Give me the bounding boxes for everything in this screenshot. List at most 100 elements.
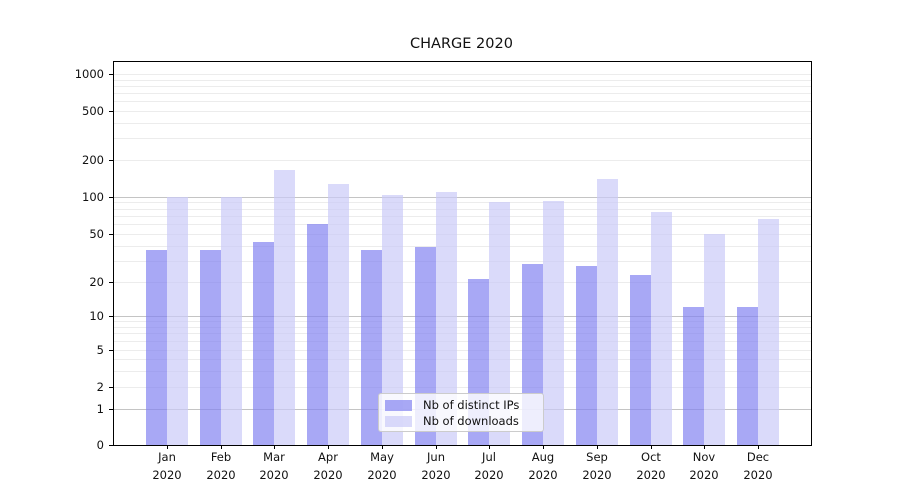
y-tick-label-20: 20 bbox=[89, 275, 104, 289]
legend-swatch-downloads bbox=[385, 415, 412, 427]
bar-nb-of-distinct-ips-dec-2020 bbox=[737, 307, 758, 445]
y-tick-label-100: 100 bbox=[82, 190, 104, 204]
y-tick-5 bbox=[109, 350, 113, 351]
x-tick-nov-2020 bbox=[704, 445, 705, 449]
x-tick-label-dec-2020: Dec 2020 bbox=[743, 450, 773, 482]
y-tick-500 bbox=[109, 111, 113, 112]
bar-nb-of-distinct-ips-may-2020 bbox=[361, 250, 382, 445]
bar-nb-of-downloads-may-2020 bbox=[382, 195, 403, 445]
gridline-major-10 bbox=[114, 316, 811, 317]
bar-nb-of-downloads-apr-2020 bbox=[328, 184, 349, 445]
gridline-minor-800 bbox=[114, 86, 811, 87]
legend-row-distinct-ips: Nb of distinct IPs bbox=[385, 397, 535, 413]
y-tick-1 bbox=[109, 409, 113, 410]
y-tick-0 bbox=[109, 445, 113, 446]
x-tick-label-oct-2020: Oct 2020 bbox=[636, 450, 666, 482]
x-tick-label-jun-2020: Jun 2020 bbox=[421, 450, 451, 482]
legend-row-downloads: Nb of downloads bbox=[385, 413, 535, 429]
bar-nb-of-distinct-ips-apr-2020 bbox=[307, 224, 328, 445]
bar-nb-of-distinct-ips-nov-2020 bbox=[683, 307, 704, 445]
x-tick-oct-2020 bbox=[651, 445, 652, 449]
x-tick-jan-2020 bbox=[167, 445, 168, 449]
y-tick-10 bbox=[109, 316, 113, 317]
legend-label-downloads: Nb of downloads bbox=[423, 414, 519, 428]
gridline-minor-80 bbox=[114, 209, 811, 210]
x-tick-sep-2020 bbox=[597, 445, 598, 449]
bar-nb-of-downloads-oct-2020 bbox=[651, 212, 672, 445]
gridline-minor-9 bbox=[114, 321, 811, 322]
x-tick-jul-2020 bbox=[489, 445, 490, 449]
y-tick-label-200: 200 bbox=[82, 153, 104, 167]
gridline-minor-2 bbox=[114, 387, 811, 388]
y-tick-label-0: 0 bbox=[96, 438, 104, 452]
x-tick-label-may-2020: May 2020 bbox=[367, 450, 397, 482]
x-tick-may-2020 bbox=[382, 445, 383, 449]
y-tick-label-1000: 1000 bbox=[74, 67, 104, 81]
x-tick-label-jan-2020: Jan 2020 bbox=[152, 450, 182, 482]
bar-nb-of-downloads-nov-2020 bbox=[704, 234, 725, 445]
y-tick-200 bbox=[109, 160, 113, 161]
x-tick-label-feb-2020: Feb 2020 bbox=[206, 450, 236, 482]
bar-nb-of-downloads-jun-2020 bbox=[436, 192, 457, 445]
x-tick-aug-2020 bbox=[543, 445, 544, 449]
bar-nb-of-downloads-jul-2020 bbox=[489, 202, 510, 445]
gridline-minor-50 bbox=[114, 234, 811, 235]
x-tick-dec-2020 bbox=[758, 445, 759, 449]
bar-nb-of-downloads-mar-2020 bbox=[274, 170, 295, 445]
gridline-minor-30 bbox=[114, 261, 811, 262]
gridline-minor-40 bbox=[114, 246, 811, 247]
legend-swatch-distinct-ips bbox=[385, 399, 412, 411]
bar-nb-of-distinct-ips-mar-2020 bbox=[253, 242, 274, 445]
gridline-minor-700 bbox=[114, 93, 811, 94]
x-tick-label-jul-2020: Jul 2020 bbox=[474, 450, 504, 482]
bar-nb-of-downloads-feb-2020 bbox=[221, 197, 242, 445]
plot-area bbox=[113, 61, 812, 446]
bar-nb-of-distinct-ips-jan-2020 bbox=[146, 250, 167, 445]
gridline-major-100 bbox=[114, 197, 811, 198]
x-tick-label-sep-2020: Sep 2020 bbox=[582, 450, 612, 482]
x-tick-jun-2020 bbox=[436, 445, 437, 449]
legend-label-distinct-ips: Nb of distinct IPs bbox=[423, 398, 520, 412]
y-tick-20 bbox=[109, 282, 113, 283]
y-tick-50 bbox=[109, 234, 113, 235]
y-tick-label-5: 5 bbox=[96, 343, 104, 357]
gridline-minor-8 bbox=[114, 327, 811, 328]
y-tick-label-50: 50 bbox=[89, 227, 104, 241]
y-tick-label-500: 500 bbox=[82, 104, 104, 118]
x-tick-label-apr-2020: Apr 2020 bbox=[313, 450, 343, 482]
y-tick-1000 bbox=[109, 74, 113, 75]
gridline-minor-500 bbox=[114, 111, 811, 112]
gridline-minor-300 bbox=[114, 138, 811, 139]
gridline-minor-90 bbox=[114, 202, 811, 203]
gridline-minor-200 bbox=[114, 160, 811, 161]
bar-nb-of-downloads-dec-2020 bbox=[758, 219, 779, 445]
gridline-minor-1000 bbox=[114, 74, 811, 75]
chart-title: CHARGE 2020 bbox=[410, 36, 513, 52]
bar-nb-of-downloads-jan-2020 bbox=[167, 197, 188, 445]
y-tick-label-10: 10 bbox=[89, 309, 104, 323]
y-tick-2 bbox=[109, 387, 113, 388]
bar-nb-of-downloads-aug-2020 bbox=[543, 201, 564, 445]
gridline-minor-400 bbox=[114, 123, 811, 124]
gridline-minor-900 bbox=[114, 80, 811, 81]
bar-nb-of-downloads-sep-2020 bbox=[597, 179, 618, 445]
x-tick-label-nov-2020: Nov 2020 bbox=[689, 450, 719, 482]
gridline-minor-70 bbox=[114, 216, 811, 217]
y-tick-100 bbox=[109, 197, 113, 198]
gridline-minor-3 bbox=[114, 371, 811, 372]
gridline-minor-20 bbox=[114, 282, 811, 283]
y-tick-label-2: 2 bbox=[96, 380, 104, 394]
gridline-minor-5 bbox=[114, 350, 811, 351]
x-tick-apr-2020 bbox=[328, 445, 329, 449]
legend: Nb of distinct IPs Nb of downloads bbox=[378, 393, 544, 432]
bar-nb-of-distinct-ips-oct-2020 bbox=[630, 275, 651, 445]
y-tick-label-1: 1 bbox=[96, 402, 104, 416]
gridline-minor-600 bbox=[114, 101, 811, 102]
x-tick-label-mar-2020: Mar 2020 bbox=[259, 450, 289, 482]
x-tick-feb-2020 bbox=[221, 445, 222, 449]
gridline-minor-6 bbox=[114, 341, 811, 342]
bar-nb-of-distinct-ips-feb-2020 bbox=[200, 250, 221, 445]
gridline-minor-60 bbox=[114, 224, 811, 225]
x-tick-label-aug-2020: Aug 2020 bbox=[528, 450, 558, 482]
